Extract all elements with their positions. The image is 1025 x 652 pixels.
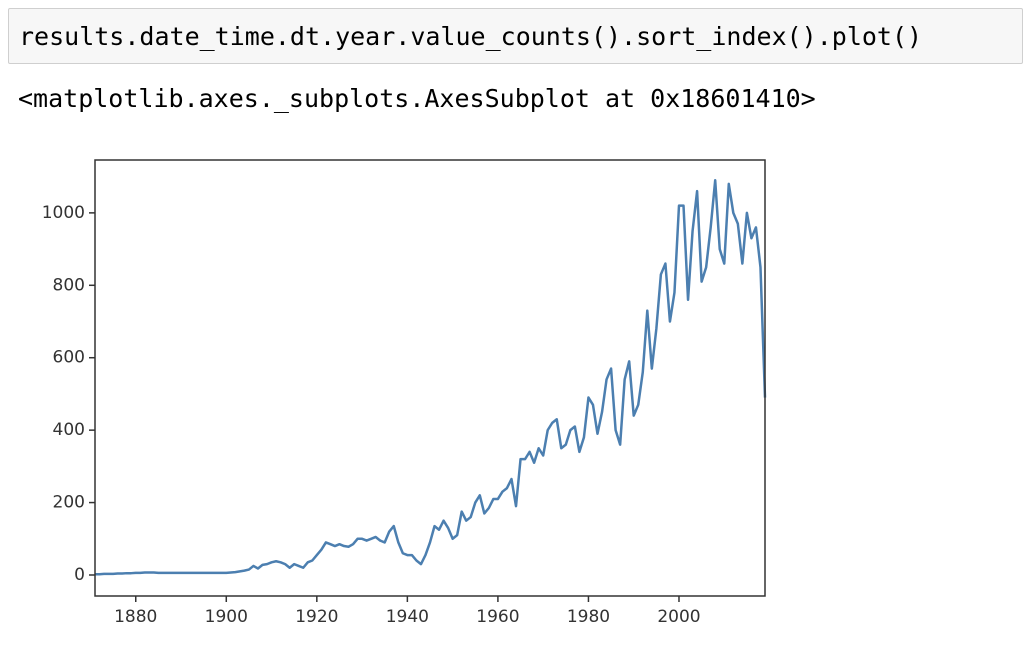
y-tick-label: 200 xyxy=(53,493,85,513)
y-tick-label: 1000 xyxy=(42,203,85,223)
x-tick-label: 1960 xyxy=(476,607,519,627)
code: results.date_time.dt.year.value_counts()… xyxy=(19,22,923,51)
code-cell[interactable]: results.date_time.dt.year.value_counts()… xyxy=(8,8,1023,64)
x-tick-label: 1880 xyxy=(114,607,157,627)
y-tick-label: 0 xyxy=(74,565,85,585)
line xyxy=(95,179,767,576)
output: <matplotlib.axes._subplots.AxesSubplot a… xyxy=(18,84,816,113)
y-tick-label: 400 xyxy=(53,420,85,440)
x-tick-label: 1940 xyxy=(386,607,429,627)
plot-frame xyxy=(94,159,766,597)
x-tick-label: 1980 xyxy=(567,607,610,627)
x-tick-label: 2000 xyxy=(657,607,700,627)
chart: 0 200 400 600 800 1000 1880 1900 1920 1940 1960 198… xyxy=(42,159,767,627)
y-tick-label: 600 xyxy=(53,348,85,368)
x-tick-label: 1920 xyxy=(295,607,338,627)
y-tick-label: 800 xyxy=(53,275,85,295)
x-tick-label: 1900 xyxy=(205,607,248,627)
